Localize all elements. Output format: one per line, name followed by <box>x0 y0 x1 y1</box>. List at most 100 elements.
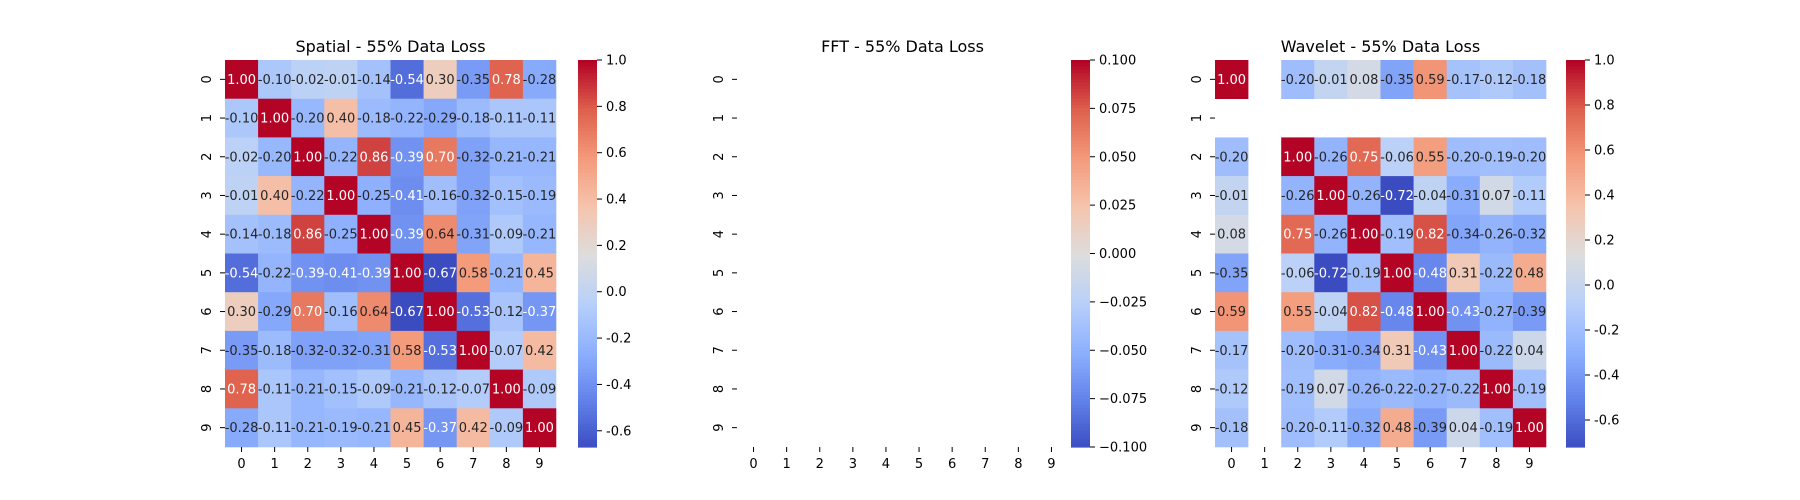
cell-value-label: -0.35 <box>1380 73 1414 88</box>
cell-value-label: 0.08 <box>1349 73 1378 88</box>
cell-value-label: -0.11 <box>258 421 292 436</box>
colorbar-segment <box>578 182 597 187</box>
cell-value-label: 0.42 <box>525 344 554 359</box>
colorbar-segment <box>1566 305 1585 309</box>
heatmap-cell <box>1413 214 1447 254</box>
cell-value-label: -0.10 <box>225 112 259 127</box>
cell-value-label: -0.14 <box>357 73 391 88</box>
y-tick-label: 6 <box>712 307 727 315</box>
colorbar-segment <box>1566 237 1585 242</box>
x-tick-label: 3 <box>1327 457 1335 472</box>
heatmap-cell <box>456 176 491 216</box>
colorbar-segment <box>1566 372 1585 377</box>
colorbar-segment <box>1566 379 1585 384</box>
colorbar-segment <box>1071 314 1090 319</box>
colorbar-segment <box>1566 434 1585 438</box>
cell-value-label: -0.17 <box>1446 73 1480 88</box>
colorbar-segment <box>578 230 597 235</box>
colorbar-segment <box>1566 182 1585 187</box>
cell-value-label: -0.22 <box>291 189 325 204</box>
colorbar-segment <box>1071 179 1090 184</box>
cell-value-label: 0.86 <box>359 150 388 165</box>
cell-value-label: 0.42 <box>459 421 488 436</box>
colorbar-segment <box>1566 353 1585 358</box>
heatmap-cell <box>225 214 259 254</box>
heatmap-cell <box>522 137 557 177</box>
colorbar-segment <box>1566 301 1585 306</box>
heatmap-cell <box>489 292 524 332</box>
cell-value-label: -0.48 <box>1413 266 1447 281</box>
colorbar-segment <box>1566 60 1585 64</box>
colorbar-segment <box>1071 311 1090 316</box>
heatmap-cell <box>1281 330 1315 370</box>
colorbar-segment <box>1566 324 1585 329</box>
heatmap-cell <box>1380 253 1414 293</box>
cell-value-label: 0.55 <box>1283 305 1312 320</box>
heatmap-cell <box>324 176 358 216</box>
colorbar-segment <box>1071 214 1090 219</box>
colorbar-segment <box>578 118 597 122</box>
cell-value-label: -0.21 <box>390 382 424 397</box>
x-tick-label: 4 <box>882 457 890 472</box>
colorbar-segment <box>1566 253 1585 258</box>
colorbar-segment <box>578 127 597 132</box>
cell-value-label: -0.37 <box>523 305 557 320</box>
cell-value-label: 0.82 <box>1349 305 1378 320</box>
cell-value-label: -0.72 <box>1314 266 1348 281</box>
colorbar-segment <box>1566 185 1585 190</box>
cell-value-label: -0.21 <box>291 421 325 436</box>
colorbar-segment <box>578 301 597 306</box>
cell-value-label: 1.00 <box>492 382 521 397</box>
colorbar-segment <box>1071 208 1090 213</box>
x-tick-label: 0 <box>749 457 757 472</box>
cell-value-label: -0.02 <box>291 73 325 88</box>
colorbar-segment <box>578 417 597 422</box>
colorbar-segment <box>1566 72 1585 77</box>
heatmap-cell <box>357 60 391 99</box>
cell-value-label: 0.04 <box>1449 421 1478 436</box>
colorbar-segment <box>1566 376 1585 380</box>
colorbar-segment <box>578 343 597 348</box>
colorbar-segment <box>578 408 597 413</box>
cell-value-label: -0.31 <box>357 344 391 359</box>
colorbar-segment <box>1566 318 1585 322</box>
colorbar-segment <box>578 411 597 416</box>
colorbar-segment <box>1071 85 1090 90</box>
colorbar-segment <box>1071 292 1090 297</box>
x-tick-label: 2 <box>1294 457 1302 472</box>
colorbar-tick-label: 0.6 <box>1594 144 1615 159</box>
colorbar-segment <box>578 314 597 319</box>
y-tick-label: 8 <box>1190 385 1205 393</box>
cell-value-label: -0.39 <box>390 150 424 165</box>
colorbar-segment <box>1071 337 1090 342</box>
colorbar-segment <box>1071 282 1090 287</box>
colorbar-tick-label: −0.075 <box>1099 392 1147 407</box>
heatmap-cell <box>291 98 325 138</box>
colorbar-segment <box>578 288 597 293</box>
colorbar-segment <box>1566 121 1585 126</box>
colorbar-segment <box>578 398 597 403</box>
heatmap-panel: FFT - 55% Data Loss 0 1 2 3 4 5 6 7 8 9 0 1 2 3 4 5 6 7 8 9 −… <box>712 37 1147 472</box>
cell-value-label: 1.00 <box>1449 344 1478 359</box>
heatmap-cell <box>1380 176 1414 216</box>
heatmap-cell <box>225 369 259 409</box>
cell-value-label: 1.00 <box>426 305 455 320</box>
colorbar-segment <box>578 311 597 316</box>
heatmap-cell <box>324 292 358 332</box>
colorbar-segment <box>1071 124 1090 129</box>
heatmap-cell <box>1347 253 1381 293</box>
colorbar-segment <box>1071 234 1090 238</box>
heatmap-cell <box>1215 176 1249 216</box>
colorbar-segment <box>1566 401 1585 406</box>
colorbar-segment <box>578 147 597 151</box>
x-tick-label: 6 <box>436 457 444 472</box>
colorbar-segment <box>1071 98 1090 103</box>
heatmap-cell <box>357 408 391 448</box>
colorbar-segment <box>1071 72 1090 77</box>
cell-value-label: 1.00 <box>359 228 388 243</box>
colorbar-segment <box>1071 434 1090 438</box>
colorbar-segment <box>1071 330 1090 335</box>
colorbar-segment <box>578 195 597 200</box>
colorbar-segment <box>578 430 597 435</box>
x-tick-label: 3 <box>849 457 857 472</box>
